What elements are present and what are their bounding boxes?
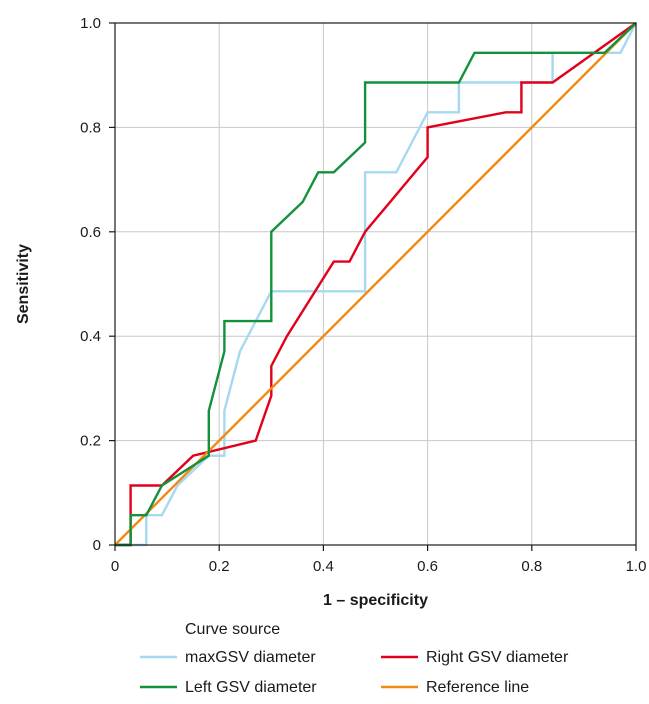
legend: Curve source maxGSV diameter Right GSV di… [140,621,569,696]
x-tick-label: 0.6 [417,558,438,575]
y-tick-label: 0.4 [80,328,101,345]
axis-ticks: 0 0.2 0.4 0.6 0.8 1.0 0 0.2 0.4 0.6 0.8 1.0 [80,15,646,575]
y-axis-title: Sensitivity [15,244,32,324]
x-tick-label: 1.0 [626,558,647,575]
x-tick-label: 0.2 [209,558,230,575]
x-tick-label: 0 [111,558,119,575]
y-tick-label: 0 [93,537,101,554]
y-tick-label: 0.6 [80,224,101,241]
legend-label-left-gsv-diameter: Left GSV diameter [185,679,317,696]
series-line-reference-line [114,22,637,546]
series-lines [114,22,638,547]
plot-frame [114,22,637,546]
legend-label-right-gsv-diameter: Right GSV diameter [426,649,569,666]
grid [115,23,636,545]
x-tick-label: 0.4 [313,558,334,575]
y-tick-label: 0.2 [80,433,101,450]
x-tick-label: 0.8 [521,558,542,575]
x-axis-title: 1 – specificity [323,592,428,609]
y-tick-label: 0.8 [80,119,101,136]
legend-label-maxgsv-diameter: maxGSV diameter [185,649,316,666]
legend-label-reference-line: Reference line [426,679,529,696]
series-line-left-gsv-diameter [115,22,637,547]
legend-title: Curve source [185,621,280,638]
y-tick-label: 1.0 [80,15,101,32]
